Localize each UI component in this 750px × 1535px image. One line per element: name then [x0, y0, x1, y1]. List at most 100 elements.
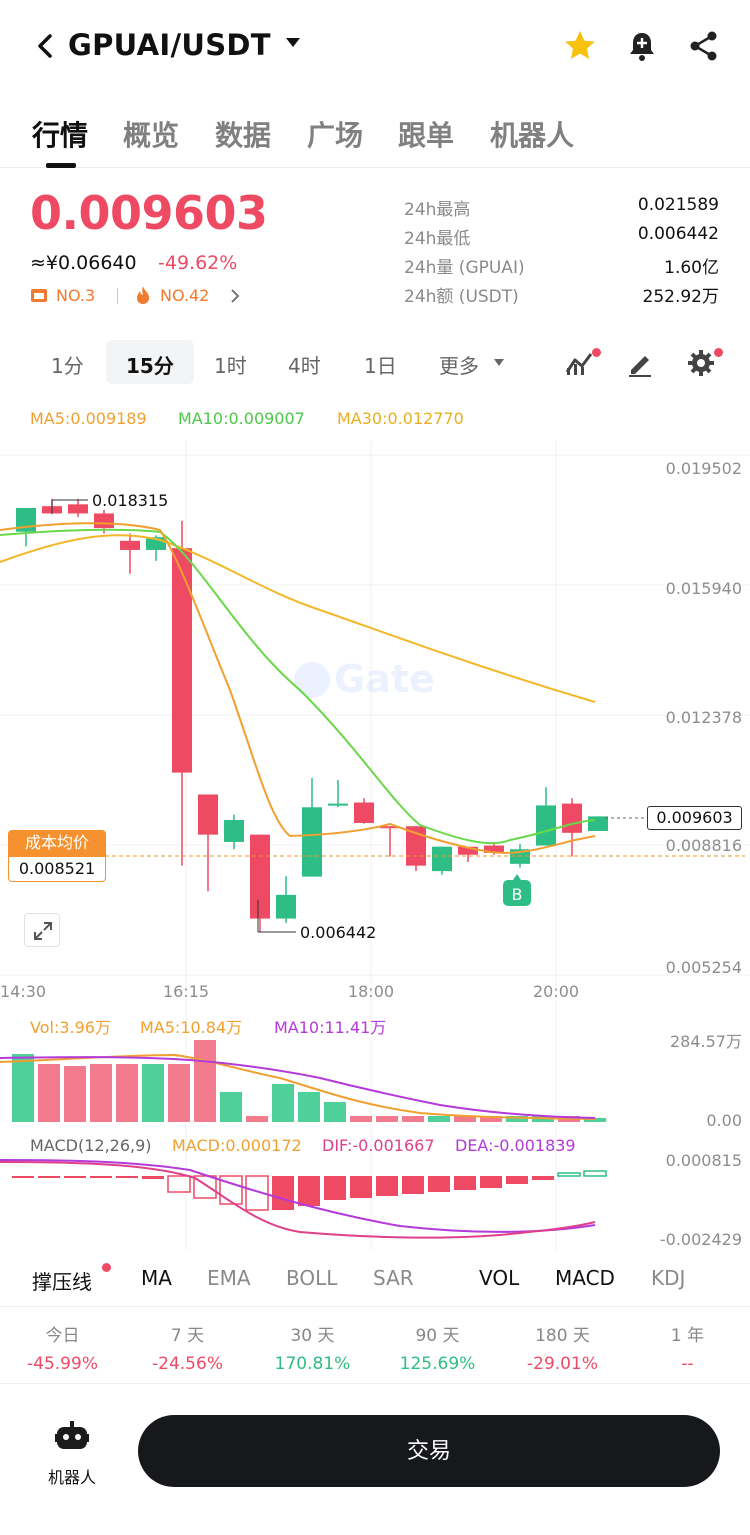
indicator-tab-ema[interactable]: EMA	[207, 1266, 251, 1290]
pair-title[interactable]: GPUAI/USDT	[68, 28, 271, 62]
alert-bell-icon[interactable]	[624, 28, 660, 64]
interval-1m[interactable]: 1分	[51, 354, 84, 378]
indicator-tab-kdj[interactable]: KDJ	[651, 1266, 686, 1290]
return-period: 7 天	[170, 1326, 205, 1346]
return-value: 170.81%	[274, 1354, 351, 1374]
indicator-tab-support[interactable]: 撑压线	[32, 1270, 92, 1294]
vol-axis-bottom: 0.00	[706, 1111, 742, 1130]
return-item: 今日 -45.99%	[0, 1307, 125, 1374]
robot-button[interactable]	[30, 1415, 114, 1495]
x-tick: 16:15	[163, 982, 209, 1001]
buy-marker[interactable]: B	[503, 874, 531, 906]
vol-ma10-legend: MA10:11.41万	[274, 1018, 386, 1037]
stat-label: 24h最低	[404, 229, 471, 249]
macd-bar	[116, 1176, 138, 1178]
tab-bots[interactable]: 机器人	[490, 119, 575, 152]
ma5-legend: MA5:0.009189	[30, 409, 147, 428]
active-tab-indicator	[46, 163, 76, 168]
return-item: 180 天 -29.01%	[500, 1307, 625, 1374]
candle-body	[354, 802, 374, 823]
volume-bar	[428, 1116, 450, 1122]
indicator-tab-vol[interactable]: VOL	[479, 1266, 520, 1290]
vol-legend: Vol:3.96万	[30, 1018, 111, 1037]
volume-bar	[350, 1116, 372, 1122]
dif-line	[0, 1161, 596, 1239]
return-period: 今日	[45, 1326, 80, 1346]
macd-bar	[167, 1175, 191, 1193]
favorite-star-icon[interactable]	[562, 28, 598, 64]
ma10-line	[0, 528, 596, 845]
rank-badge-1[interactable]: NO.3	[56, 286, 96, 305]
interval-15m[interactable]: 15分	[126, 354, 174, 378]
return-period: 180 天	[535, 1326, 590, 1346]
macd-bar	[428, 1176, 450, 1192]
settings-gear-icon[interactable]	[686, 348, 716, 378]
draw-pencil-icon[interactable]	[625, 348, 655, 378]
x-tick: 18:00	[348, 982, 394, 1001]
settings-dot	[714, 348, 723, 357]
candle-body	[120, 540, 140, 550]
macd-bar	[480, 1176, 502, 1188]
candle-body	[302, 807, 322, 877]
candle-body	[68, 504, 88, 514]
x-tick: 14:30	[0, 982, 46, 1001]
indicator-tab-boll[interactable]: BOLL	[286, 1266, 338, 1290]
y-tick: 0.005254	[666, 958, 742, 977]
interval-4h[interactable]: 4时	[288, 354, 321, 378]
tab-square[interactable]: 广场	[307, 119, 364, 152]
return-value: -24.56%	[152, 1354, 223, 1374]
candle-body	[172, 548, 192, 773]
macd-bar	[90, 1176, 112, 1178]
return-period: 90 天	[415, 1326, 460, 1346]
pair-dropdown-icon[interactable]	[286, 38, 300, 47]
candle-body	[224, 820, 244, 842]
rank-icon	[31, 289, 47, 302]
robot-label: 机器人	[47, 1468, 96, 1487]
kline-chart[interactable]: Gate 0.019502 0.015940 0.012378 0.008816…	[0, 440, 750, 1260]
share-icon[interactable]	[686, 28, 722, 64]
indicator-tab-macd[interactable]: MACD	[555, 1266, 615, 1290]
robot-icon	[55, 1421, 89, 1449]
interval-more[interactable]: 更多	[439, 354, 479, 378]
macd-bar	[219, 1175, 243, 1205]
interval-1h[interactable]: 1时	[214, 354, 247, 378]
gate-watermark: Gate	[294, 657, 435, 701]
macd-bar	[142, 1176, 164, 1179]
macd-axis-top: 0.000815	[666, 1151, 742, 1170]
top-bar: GPUAI/USDT	[0, 0, 750, 95]
volume-bar	[194, 1040, 216, 1122]
tab-data[interactable]: 数据	[215, 119, 272, 152]
volume-bar	[246, 1116, 268, 1122]
stat-label: 24h最高	[404, 200, 471, 220]
indicator-tab-ma[interactable]: MA	[141, 1266, 172, 1290]
indicator-icon[interactable]	[564, 348, 596, 378]
ma30-line	[0, 534, 596, 703]
stat-value: 1.60亿	[664, 258, 719, 278]
tab-market[interactable]: 行情	[32, 119, 89, 152]
rank-badge-2[interactable]: NO.42	[160, 286, 210, 305]
candle-body	[380, 826, 400, 829]
tab-overview[interactable]: 概览	[123, 119, 180, 152]
trade-button[interactable]: 交易	[138, 1415, 720, 1487]
vol-axis-top: 284.57万	[670, 1032, 742, 1051]
ma5-line	[0, 522, 596, 854]
stat-value: 0.006442	[637, 224, 719, 244]
macd-bar	[245, 1175, 269, 1211]
indicator-tab-sar[interactable]: SAR	[373, 1266, 414, 1290]
buy-marker-label: B	[512, 885, 523, 904]
tab-copy-trading[interactable]: 跟单	[398, 119, 455, 152]
interval-1d[interactable]: 1日	[364, 354, 397, 378]
rank-divider	[117, 288, 118, 304]
current-price-tag: 0.009603	[647, 806, 742, 830]
y-tick: 0.012378	[666, 708, 742, 727]
fullscreen-button[interactable]	[24, 913, 60, 947]
more-dropdown-icon[interactable]	[494, 359, 504, 366]
volume-bar	[142, 1064, 164, 1122]
chevron-right-icon[interactable]	[228, 287, 242, 305]
macd-bar	[583, 1170, 607, 1177]
high-annotation: 0.018315	[92, 491, 168, 510]
candle-body	[328, 803, 348, 806]
volume-bar	[324, 1102, 346, 1122]
back-arrow-icon[interactable]	[28, 28, 64, 64]
interval-selected-bg	[106, 340, 194, 384]
